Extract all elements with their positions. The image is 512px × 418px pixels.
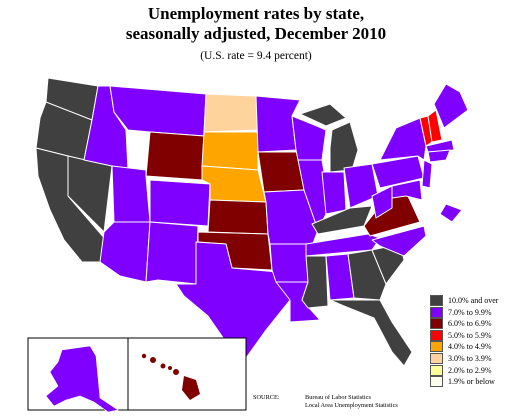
state-kentucky <box>311 205 373 235</box>
legend-swatch <box>430 341 443 353</box>
state-kansas <box>207 199 269 235</box>
state-indiana <box>321 171 347 215</box>
legend-swatch <box>430 329 443 341</box>
state-nebraska <box>201 165 267 203</box>
legend-swatch <box>430 318 443 330</box>
state-new-hampshire <box>427 109 443 143</box>
state-north-carolina <box>371 225 427 257</box>
legend-item: 6.0% to 6.9% <box>430 318 512 330</box>
state-dc-area <box>439 203 463 223</box>
legend-label: 4.0% to 4.9% <box>448 342 492 352</box>
legend-item: 4.0% to 4.9% <box>430 341 512 353</box>
title-line-1: Unemployment rates by state, <box>147 4 365 23</box>
legend-item: 10.0% and over <box>430 295 512 306</box>
state-hawaii <box>141 353 200 400</box>
legend-item: 1.9% or below <box>430 376 512 388</box>
state-new-mexico <box>145 221 199 285</box>
state-georgia <box>347 249 387 301</box>
state-illinois <box>297 159 331 231</box>
state-colorado <box>149 179 211 227</box>
map-legend: 10.0% and over 7.0% to 9.9% 6.0% to 6.9%… <box>430 295 512 388</box>
state-michigan-upper <box>299 103 347 127</box>
source-note: SOURCE: Bureau of Labor Statistics Local … <box>253 394 398 410</box>
state-tennessee <box>305 233 381 257</box>
legend-item: 2.0% to 2.9% <box>430 364 512 376</box>
legend-item: 3.0% to 3.9% <box>430 352 512 364</box>
state-new-jersey <box>421 159 433 189</box>
legend-label: 3.0% to 3.9% <box>448 353 492 363</box>
legend-swatch <box>430 352 443 364</box>
map-title: Unemployment rates by state, seasonally … <box>0 4 512 44</box>
title-line-2: seasonally adjusted, December 2010 <box>125 24 387 43</box>
legend-swatch <box>430 306 443 318</box>
legend-label: 10.0% and over <box>448 296 499 305</box>
legend-swatch <box>430 295 443 306</box>
hawaii-inset-frame <box>127 337 247 411</box>
state-south-dakota <box>201 131 259 171</box>
legend-label: 7.0% to 9.9% <box>448 307 492 317</box>
state-west-virginia <box>371 185 393 219</box>
source-key: SOURCE: <box>253 394 280 401</box>
state-new-york <box>379 117 427 161</box>
legend-item: 7.0% to 9.9% <box>430 306 512 318</box>
state-utah <box>111 165 151 223</box>
state-maine <box>433 83 469 129</box>
state-arizona <box>99 221 151 283</box>
legend-label: 5.0% to 5.9% <box>448 330 492 340</box>
state-connecticut-ri <box>427 149 451 163</box>
legend-swatch <box>430 376 443 388</box>
state-north-dakota <box>203 93 259 133</box>
state-maryland-delaware <box>391 179 423 201</box>
legend-item: 5.0% to 5.9% <box>430 329 512 341</box>
source-line-1: Bureau of Labor Statistics <box>305 394 371 401</box>
legend-label: 1.9% or below <box>448 377 495 387</box>
source-line-2: Local Area Unemployment Statistics <box>305 402 398 409</box>
map-subtitle: (U.S. rate = 9.4 percent) <box>200 50 312 62</box>
legend-label: 6.0% to 6.9% <box>448 319 492 329</box>
legend-label: 2.0% to 2.9% <box>448 365 492 375</box>
state-wyoming <box>145 131 205 181</box>
state-alaska <box>45 345 119 413</box>
state-florida <box>329 299 413 367</box>
legend-swatch <box>430 364 443 376</box>
state-michigan <box>329 121 359 173</box>
state-massachusetts <box>425 139 455 153</box>
